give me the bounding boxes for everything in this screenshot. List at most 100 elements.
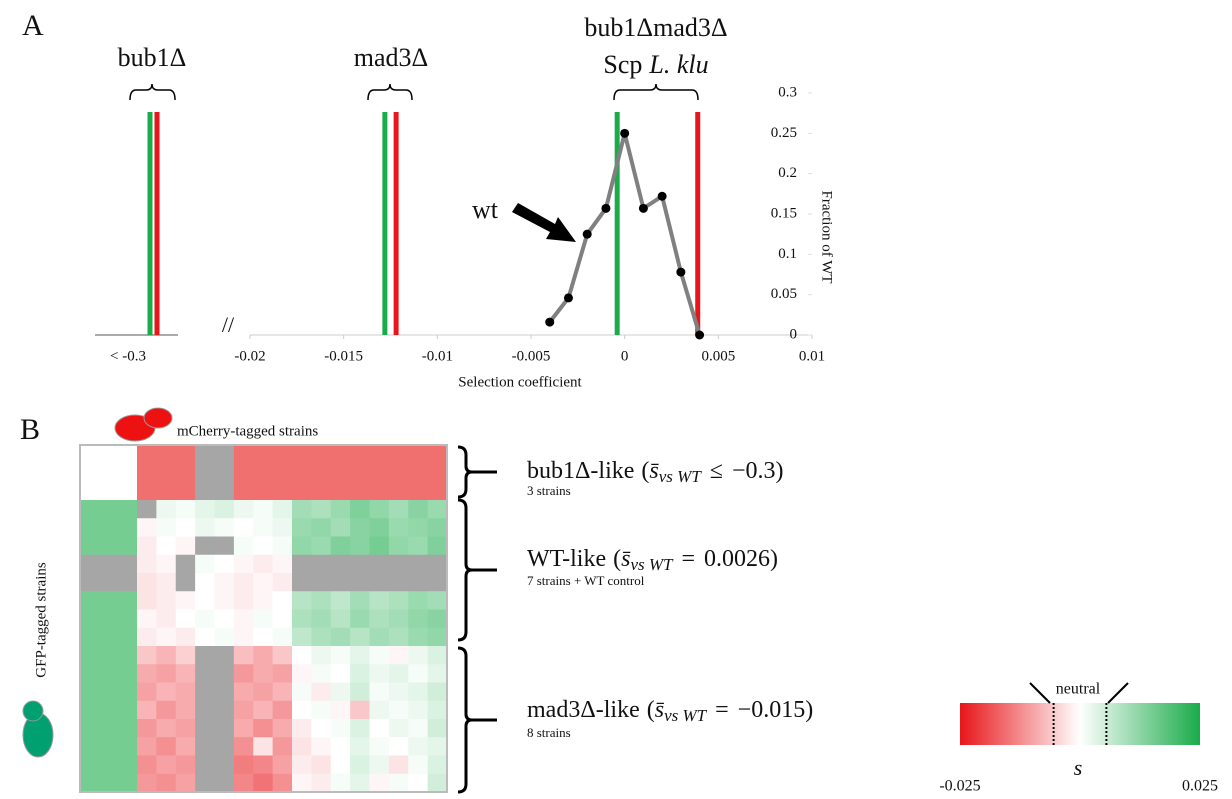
heatmap-cell bbox=[427, 719, 448, 738]
heatmap-cell bbox=[350, 500, 370, 519]
heatmap-cell bbox=[311, 536, 332, 556]
heatmap-cell bbox=[369, 536, 390, 556]
strain-label: bub1Δmad3Δ bbox=[584, 13, 727, 42]
heatmap-cell bbox=[292, 591, 312, 610]
heatmap-cell bbox=[80, 646, 138, 665]
heatmap-cell bbox=[253, 591, 274, 610]
heatmap-cell bbox=[369, 737, 390, 756]
heatmap-cell bbox=[292, 536, 312, 556]
formula-part: s̄ bbox=[655, 697, 664, 723]
heatmap-cell bbox=[350, 445, 370, 501]
brace bbox=[457, 646, 473, 794]
heatmap-cell bbox=[156, 609, 177, 629]
formula-part: ( bbox=[641, 458, 649, 484]
data-point bbox=[582, 229, 592, 239]
heatmap-cell bbox=[156, 682, 177, 702]
heatmap-cell bbox=[388, 664, 409, 683]
strain-label-part: Scp bbox=[603, 50, 642, 79]
heatmap-cell bbox=[80, 664, 138, 683]
heatmap-cell bbox=[388, 646, 409, 665]
heatmap-cell bbox=[311, 719, 332, 738]
heatmap-cell bbox=[272, 500, 293, 519]
heatmap-cell bbox=[233, 682, 254, 702]
heatmap-cell bbox=[156, 627, 177, 647]
heatmap-cell bbox=[292, 627, 312, 647]
heatmap-cell bbox=[292, 518, 312, 537]
heatmap-cell bbox=[272, 573, 293, 592]
x-tick-label: -0.02 bbox=[234, 348, 265, 364]
x-tick-label: 0 bbox=[621, 348, 629, 364]
heatmap-cell bbox=[369, 700, 390, 720]
heatmap-cell bbox=[272, 773, 293, 793]
axis-break: // bbox=[222, 312, 235, 337]
heatmap-cell bbox=[350, 627, 370, 647]
heatmap-cell bbox=[156, 500, 177, 519]
heatmap-cell bbox=[311, 554, 332, 574]
heatmap-cell bbox=[350, 591, 370, 610]
heatmap-cell bbox=[369, 627, 390, 647]
heatmap-cell bbox=[195, 536, 215, 556]
heatmap-cell bbox=[253, 609, 274, 629]
heatmap-cell bbox=[408, 737, 429, 756]
heatmap-cell bbox=[388, 536, 409, 556]
heatmap-cell bbox=[330, 518, 351, 537]
heatmap-cell bbox=[137, 646, 157, 665]
heatmap-cell bbox=[427, 500, 448, 519]
heatmap-cell bbox=[311, 682, 332, 702]
heatmap-cell bbox=[272, 755, 293, 775]
heatmap-cell bbox=[156, 554, 177, 574]
heatmap-cell bbox=[272, 445, 293, 501]
y-tick-label: 0.05 bbox=[771, 286, 797, 302]
row-label: GFP-tagged strains bbox=[33, 562, 49, 678]
heatmap-cell bbox=[137, 518, 157, 537]
heatmap-cell bbox=[408, 500, 429, 519]
heatmap-cell bbox=[408, 682, 429, 702]
strain-label: mad3Δ bbox=[354, 43, 428, 72]
data-point bbox=[657, 191, 667, 201]
x-axis-title: Selection coefficient bbox=[458, 374, 582, 390]
heatmap-cell bbox=[311, 573, 332, 592]
heatmap-cell bbox=[388, 719, 409, 738]
neutral-label: neutral bbox=[1056, 681, 1101, 698]
data-point bbox=[676, 267, 686, 277]
data-point bbox=[638, 203, 648, 213]
heatmap-cell bbox=[233, 664, 254, 683]
heatmap-cell bbox=[311, 591, 332, 610]
y-tick-label: 0.2 bbox=[778, 165, 797, 181]
heatmap-cell bbox=[350, 719, 370, 738]
column-label: mCherry-tagged strains bbox=[177, 423, 318, 439]
heatmap-cell bbox=[156, 646, 177, 665]
heatmap-cell bbox=[80, 518, 138, 537]
cell-icon bbox=[143, 407, 173, 429]
formula-part: ( bbox=[647, 697, 655, 723]
heatmap-cell bbox=[137, 755, 157, 775]
break-label: < -0.3 bbox=[110, 348, 146, 364]
heatmap-cell bbox=[195, 609, 215, 629]
heatmap-cell bbox=[175, 554, 196, 574]
formula-part: = bbox=[681, 546, 695, 572]
heatmap-cell bbox=[175, 573, 196, 592]
group-mean: 0.0026 bbox=[704, 546, 770, 572]
heatmap-cell bbox=[369, 500, 390, 519]
heatmap-cell bbox=[233, 773, 254, 793]
heatmap-cell bbox=[272, 664, 293, 683]
heatmap-cell bbox=[214, 737, 235, 756]
data-point bbox=[601, 203, 611, 213]
heatmap-cell bbox=[253, 664, 274, 683]
pointer bbox=[1029, 682, 1051, 704]
heatmap-cell bbox=[253, 573, 274, 592]
heatmap-cell bbox=[330, 554, 351, 574]
heatmap-cell bbox=[137, 609, 157, 629]
group-mean: −0.015 bbox=[738, 697, 806, 723]
heatmap-cell bbox=[272, 737, 293, 756]
heatmap-cell bbox=[214, 755, 235, 775]
heatmap-cell bbox=[311, 500, 332, 519]
cell-icon bbox=[22, 700, 44, 722]
heatmap-cell bbox=[272, 682, 293, 702]
heatmap-cell bbox=[388, 682, 409, 702]
heatmap-cell bbox=[233, 591, 254, 610]
heatmap-cell bbox=[80, 737, 138, 756]
heatmap-cell bbox=[156, 737, 177, 756]
heatmap-cell bbox=[408, 773, 429, 793]
heatmap-cell bbox=[311, 664, 332, 683]
